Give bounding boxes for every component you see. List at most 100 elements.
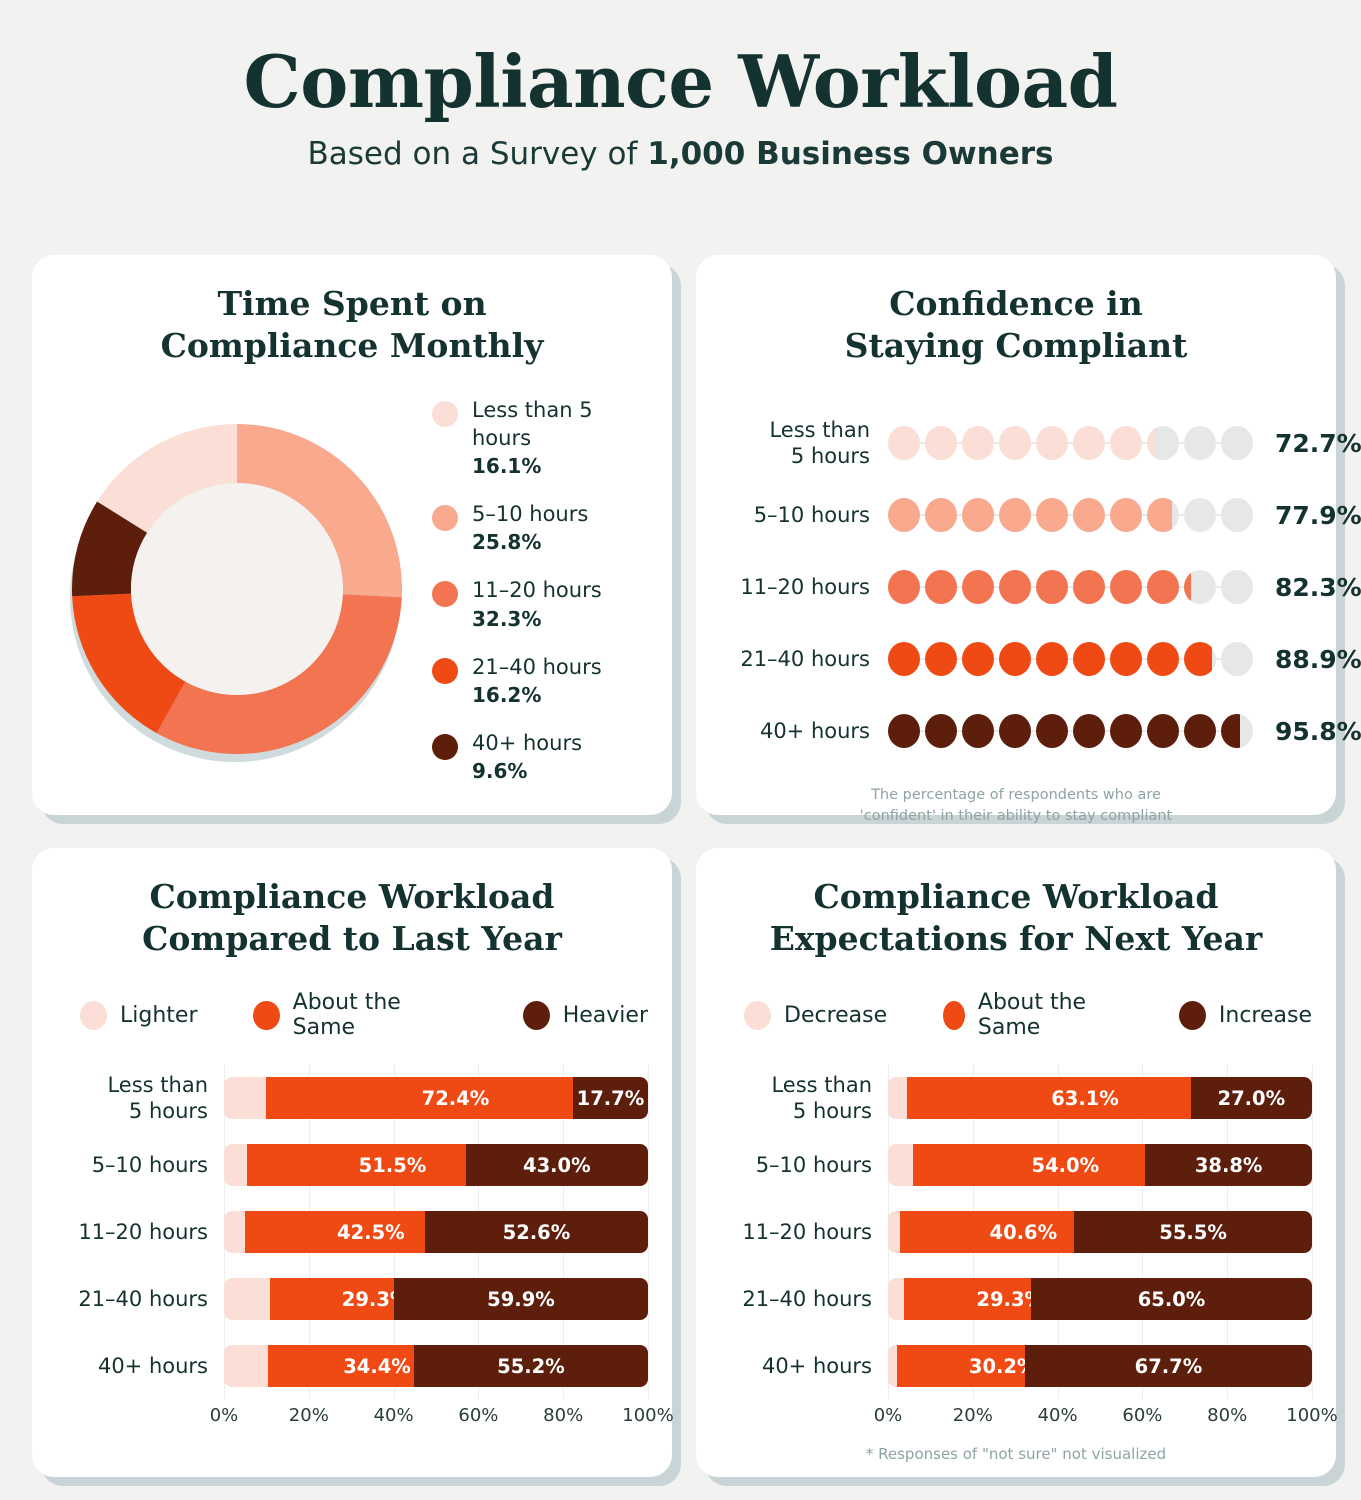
dot-fill bbox=[1184, 714, 1216, 749]
bar-segment-value: 55.5% bbox=[1159, 1220, 1227, 1244]
confidence-dot-icon bbox=[962, 498, 994, 533]
bar-track: 2.1% 30.2% 67.7% bbox=[888, 1332, 1313, 1400]
bar-row: 5–10 hours 5.5% 51.5% 43.0% bbox=[56, 1131, 649, 1199]
dot-fill bbox=[999, 642, 1031, 677]
subtitle-emphasis: 1,000 Business Owners bbox=[647, 135, 1054, 172]
bar-stack: 3.8% 29.3% 65.0% bbox=[888, 1278, 1312, 1321]
gridline bbox=[1312, 1064, 1313, 1132]
dot-fill bbox=[1147, 498, 1173, 533]
bar-segment: 72.4% bbox=[265, 1077, 573, 1120]
dot-connector-line bbox=[892, 586, 1249, 589]
bar-stack: 5.5% 51.5% 43.0% bbox=[224, 1144, 648, 1187]
confidence-dot-icon bbox=[962, 714, 994, 749]
legend-swatch-icon bbox=[432, 505, 458, 532]
legend-swatch-icon bbox=[432, 581, 458, 608]
bar-stack: 2.9% 40.6% 55.5% bbox=[888, 1211, 1312, 1254]
bar-track: 10.8%29.3% 59.9% bbox=[224, 1265, 649, 1333]
bar-track: 3.8% 29.3% 65.0% bbox=[888, 1265, 1313, 1333]
legend-value: 16.2% bbox=[472, 682, 542, 707]
confidence-dot-icon bbox=[1147, 642, 1179, 677]
confidence-dot-icon bbox=[1221, 570, 1253, 605]
dot-fill bbox=[1036, 714, 1068, 749]
bar-segment: 55.5% bbox=[1074, 1211, 1312, 1254]
axis-tick-label: 20% bbox=[288, 1405, 329, 1427]
panel-time-spent: Time Spent on Compliance Monthly Less th… bbox=[32, 255, 672, 815]
confidence-dot-icon bbox=[1147, 426, 1179, 461]
bar-segment: 63.1% bbox=[907, 1077, 1191, 1120]
bar-row-label: 11–20 hours bbox=[78, 1219, 208, 1244]
bar-stack: 5.9% 54.0% 38.8% bbox=[888, 1144, 1312, 1187]
bar-row: 40+ hours 2.1% 30.2% 67.7% bbox=[720, 1332, 1313, 1400]
confidence-dot-icon bbox=[1036, 714, 1068, 749]
bar-segment: 5.5% bbox=[224, 1144, 310, 1187]
bar-segment: 3.8% bbox=[888, 1278, 968, 1321]
confidence-dot-icon bbox=[1036, 570, 1068, 605]
gridline bbox=[648, 1198, 649, 1266]
bar-stack: 9.9% 72.4% 17.7% bbox=[224, 1077, 648, 1120]
bar-row: 21–40 hours 10.8%29.3% 59.9% bbox=[56, 1265, 649, 1333]
bar-segment: 43.0% bbox=[465, 1144, 648, 1187]
bar-segment-value: 27.0% bbox=[1217, 1086, 1286, 1110]
axis-tick-label: 60% bbox=[458, 1405, 499, 1427]
bar-segment-value: 29.3% bbox=[976, 1287, 1045, 1311]
bar-segment: 67.7% bbox=[1024, 1345, 1312, 1388]
donut-slice bbox=[156, 594, 402, 755]
confidence-dot-track bbox=[888, 642, 1253, 677]
dot-fill bbox=[999, 426, 1031, 461]
confidence-row-label: 5–10 hours bbox=[753, 503, 870, 528]
bar-stack: 4.9% 42.5% 52.6% bbox=[224, 1211, 648, 1254]
dot-fill bbox=[1110, 642, 1142, 677]
confidence-note: The percentage of respondents who are 'c… bbox=[720, 785, 1312, 827]
legend-swatch-icon bbox=[432, 657, 458, 684]
dot-fill bbox=[1073, 642, 1105, 677]
dot-fill bbox=[888, 714, 920, 749]
legend-swatch-icon bbox=[432, 733, 458, 760]
confidence-row: 40+ hours 95.8% bbox=[728, 695, 1361, 767]
bar-segment: 29.3% bbox=[269, 1278, 409, 1321]
title-line-1: Time Spent on bbox=[217, 284, 487, 323]
bar-segment: 29.3% bbox=[904, 1278, 1045, 1321]
dot-fill bbox=[1147, 714, 1179, 749]
confidence-dot-icon bbox=[1073, 642, 1105, 677]
confidence-dot-icon bbox=[1073, 426, 1105, 461]
confidence-dot-icon bbox=[1221, 498, 1253, 533]
confidence-dot-icon bbox=[1036, 426, 1068, 461]
confidence-dot-icon bbox=[999, 498, 1031, 533]
dot-fill bbox=[962, 714, 994, 749]
confidence-dot-icon bbox=[962, 570, 994, 605]
confidence-dot-icon bbox=[1221, 714, 1253, 749]
legend-text: 40+ hours 9.6% bbox=[472, 730, 582, 784]
confidence-row: 21–40 hours 88.9% bbox=[728, 623, 1361, 695]
legend-label: 21–40 hours bbox=[472, 654, 602, 679]
confidence-row-label: Less than 5 hours bbox=[769, 418, 870, 469]
bar-segment: 17.7% bbox=[572, 1077, 648, 1120]
confidence-dot-icon bbox=[1110, 714, 1142, 749]
axis-tick-label: 0% bbox=[209, 1405, 239, 1427]
bar-segment: 59.9% bbox=[394, 1278, 648, 1321]
confidence-row: 11–20 hours 82.3% bbox=[728, 551, 1361, 623]
legend-text: Less than 5 hours 16.1% bbox=[472, 397, 648, 479]
subtitle-prefix: Based on a Survey of bbox=[307, 135, 648, 172]
legend-item: 21–40 hours 16.2% bbox=[432, 654, 648, 708]
dot-fill bbox=[962, 498, 994, 533]
confidence-row-value: 72.7% bbox=[1275, 428, 1361, 458]
gridline bbox=[1312, 1198, 1313, 1266]
dot-fill bbox=[1147, 426, 1156, 461]
bars-left-legend: Lighter About the Same Heavier bbox=[56, 990, 648, 1040]
axis-spacer bbox=[56, 1401, 224, 1431]
confidence-dot-track bbox=[888, 426, 1253, 461]
confidence-dot-icon bbox=[1110, 570, 1142, 605]
bar-segment-value: 40.6% bbox=[989, 1220, 1058, 1244]
bar-segment-value: 63.1% bbox=[1051, 1086, 1119, 1110]
bar-track: 5.9% 54.0% 38.8% bbox=[888, 1131, 1313, 1199]
bar-segment-value: 67.7% bbox=[1134, 1354, 1203, 1378]
bar-row: 21–40 hours 3.8% 29.3% 65.0% bbox=[720, 1265, 1313, 1333]
gridline bbox=[648, 1265, 649, 1333]
legend-label: 5–10 hours bbox=[472, 502, 589, 527]
confidence-dot-icon bbox=[1073, 498, 1105, 533]
title-line-1: Compliance Workload bbox=[813, 877, 1219, 916]
donut-chart bbox=[64, 418, 414, 763]
confidence-dot-icon bbox=[1036, 498, 1068, 533]
